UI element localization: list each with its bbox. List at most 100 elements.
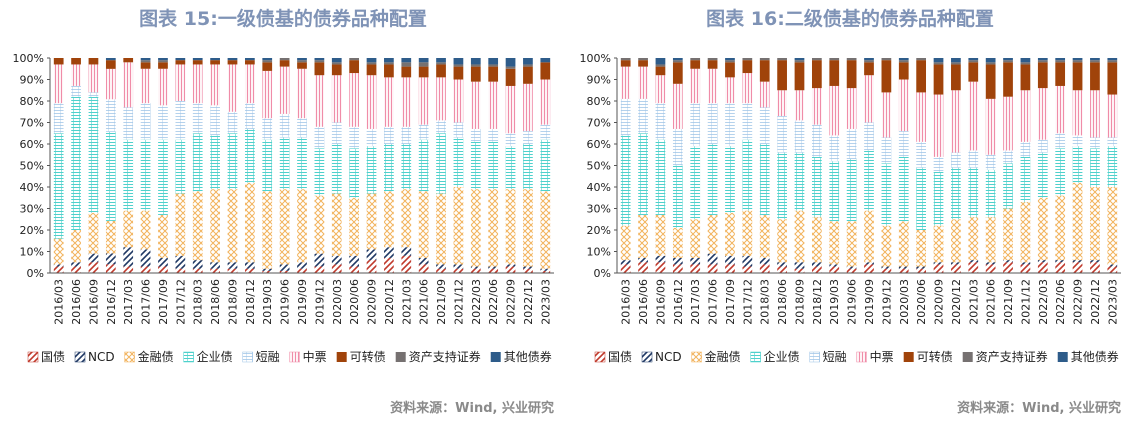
bar-segment-financial-bond (192, 191, 203, 261)
bar-segment-ncd (158, 257, 168, 267)
bar-segment-abs (864, 60, 874, 63)
bar-segment-mtn (192, 64, 203, 104)
bar-segment-corporate-bond (470, 141, 481, 190)
bar-segment-ncd (916, 266, 927, 269)
x-tick-label: 2019/03 (261, 279, 274, 325)
bar-segment-mtn (470, 81, 481, 129)
bar-segment-mtn (366, 75, 377, 129)
bar-segment-mtn (210, 64, 220, 106)
x-tick-label: 2016/03 (53, 279, 66, 325)
bar-segment-commercial-paper (279, 113, 290, 138)
bar-segment-ncd (88, 253, 99, 263)
legend-label-convertible: 可转债 (917, 349, 953, 364)
bar-segment-corporate-bond (777, 152, 787, 220)
bar-segment-mtn (1020, 90, 1031, 142)
bar-segment-abs (742, 58, 753, 61)
bar-segment-convertible (1055, 62, 1066, 86)
bar-segment-commercial-paper (210, 105, 220, 136)
bar-segment-other-bond (933, 58, 944, 63)
bar-segment-corporate-bond (655, 139, 666, 215)
bar-segment-convertible (314, 62, 325, 76)
bar-segment-financial-bond (985, 217, 996, 263)
bar-segment-mtn (453, 79, 464, 123)
x-tick-label: 2019/12 (880, 279, 893, 325)
bar-segment-convertible (540, 62, 551, 80)
bar-segment-financial-bond (951, 219, 961, 263)
bar-segment-convertible (436, 64, 446, 78)
x-tick-label: 2021/06 (418, 279, 431, 325)
bar-segment-commercial-paper (1107, 137, 1118, 147)
y-tick-label: 0% (27, 267, 44, 280)
bar-segment-ncd (985, 262, 996, 265)
bar-segment-treasury (864, 264, 874, 273)
bar-segment-financial-bond (140, 210, 151, 250)
bar-segment-treasury (314, 266, 325, 273)
bar-segment-abs (1090, 60, 1100, 63)
y-tick-label: 10% (587, 246, 611, 259)
bar-segment-abs (725, 60, 735, 63)
bar-segment-corporate-bond (53, 133, 64, 239)
bar-segment-other-bond (418, 58, 429, 63)
bar-segment-corporate-bond (210, 135, 220, 190)
legend-label-treasury: 国债 (41, 350, 65, 364)
bar-segment-commercial-paper (811, 124, 822, 157)
bar-segment-treasury (811, 266, 822, 273)
y-tick-label: 50% (587, 160, 611, 173)
bar-segment-corporate-bond (794, 152, 805, 211)
bar-segment-ncd (759, 257, 770, 265)
bar-segment-commercial-paper (846, 128, 857, 160)
bar-segment-treasury (244, 268, 255, 273)
bar-segment-financial-bond (1037, 197, 1048, 261)
y-tick-label: 60% (20, 138, 44, 151)
bar-segment-abs (829, 58, 840, 61)
bar-segment-mtn (742, 73, 753, 104)
bar-segment-mtn (620, 66, 631, 99)
bar-segment-commercial-paper (314, 126, 325, 149)
bar-segment-commercial-paper (88, 92, 99, 97)
x-tick-label: 2017/03 (689, 279, 702, 325)
bar-segment-mtn (1055, 85, 1066, 134)
bar-segment-ncd (71, 262, 81, 267)
bar-segment-mtn (638, 66, 648, 99)
bar-segment-convertible (1107, 62, 1118, 95)
bar-segment-other-bond (864, 58, 874, 61)
bar-segment-corporate-bond (488, 141, 499, 190)
y-tick-label: 30% (20, 203, 44, 216)
bar-segment-financial-bond (1055, 195, 1066, 261)
bar-segment-ncd (742, 255, 753, 267)
bar-segment-financial-bond (175, 193, 186, 256)
y-tick-label: 90% (587, 74, 611, 87)
bar-segment-convertible (829, 60, 840, 86)
bar-segment-corporate-bond (898, 156, 909, 222)
bar-segment-other-bond (366, 58, 377, 63)
bar-segment-treasury (418, 264, 429, 273)
bar-segment-financial-bond (829, 221, 840, 265)
bar-segment-treasury (401, 255, 412, 273)
bar-segment-ncd (638, 257, 648, 263)
bar-segment-financial-bond (123, 210, 134, 248)
bar-segment-abs (916, 58, 927, 61)
legend-label-financial-bond: 金融债 (705, 349, 741, 364)
x-tick-label: 2016/03 (620, 279, 633, 325)
bar-segment-convertible (898, 62, 909, 80)
bar-segment-convertible (175, 60, 186, 65)
bar-segment-mtn (690, 68, 701, 104)
bar-segment-convertible (1003, 62, 1013, 97)
bar-segment-commercial-paper (1020, 141, 1031, 157)
bar-segment-commercial-paper (192, 103, 203, 134)
chart-title: 图表 15:一级债基的债券品种配置 (139, 8, 427, 30)
bar-segment-financial-bond (210, 189, 220, 263)
bar-segment-ncd (620, 260, 631, 265)
bar-segment-mtn (707, 68, 718, 104)
y-tick-label: 80% (20, 95, 44, 108)
bar-segment-financial-bond (453, 187, 464, 265)
bar-segment-abs (470, 64, 481, 67)
bar-segment-ncd (933, 262, 944, 265)
legend-label-other-bond: 其他债券 (1071, 349, 1119, 364)
legend-swatch-abs (962, 352, 973, 362)
bar-segment-commercial-paper (620, 98, 631, 136)
y-tick-label: 40% (20, 181, 44, 194)
bar-segment-treasury (366, 260, 377, 273)
bar-segment-corporate-bond (1072, 146, 1083, 183)
bar-segment-financial-bond (88, 212, 99, 254)
